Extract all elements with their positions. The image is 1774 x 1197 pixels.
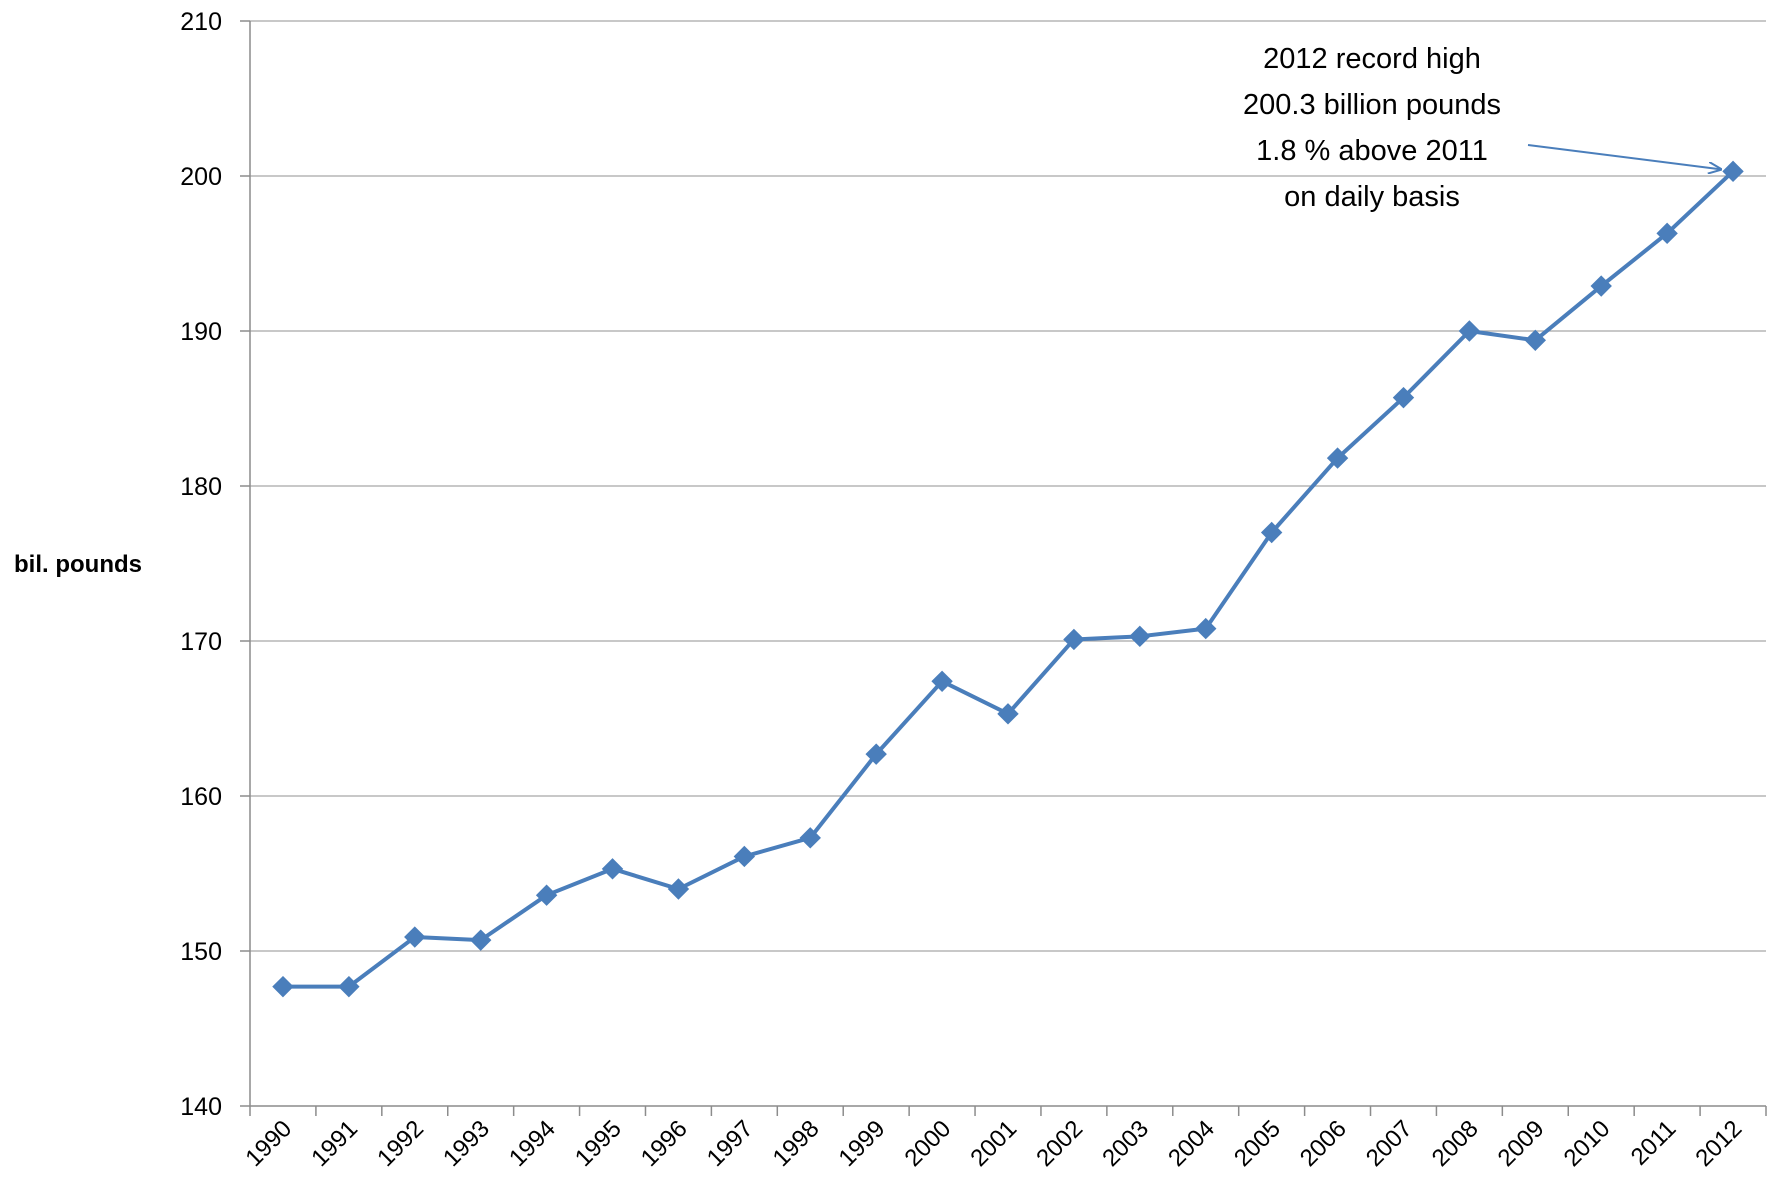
y-tick-label-210: 210 — [180, 8, 222, 36]
series-line-0 — [282, 169, 1735, 989]
x-tick-label-1991: 1991 — [306, 1115, 363, 1172]
x-tick-label-1999: 1999 — [834, 1115, 891, 1172]
axes: 140 150 160 170 180 190 200 210 1990 1991 1992 1993… — [180, 8, 1767, 1172]
data-point-1997 — [733, 845, 756, 868]
x-tick-label-1995: 1995 — [570, 1115, 627, 1172]
data-point-2000 — [931, 670, 953, 693]
y-tick-label-200: 200 — [180, 163, 222, 191]
data-point-2002 — [1063, 628, 1085, 651]
data-point-1995 — [601, 858, 624, 880]
x-tick-label-2012: 2012 — [1690, 1115, 1747, 1172]
annotation-line-3: 1.8 % above 2011 — [1256, 135, 1488, 167]
x-tick-label-2005: 2005 — [1229, 1115, 1286, 1172]
annotation-line-1: 2012 record high — [1263, 43, 1481, 75]
x-tick-label-2002: 2002 — [1031, 1115, 1088, 1172]
x-tick-label-2010: 2010 — [1559, 1115, 1616, 1172]
y-tick-label-140: 140 — [180, 1093, 222, 1121]
x-tick-label-2006: 2006 — [1295, 1115, 1352, 1172]
x-tick-label-2001: 2001 — [965, 1115, 1022, 1172]
x-tick-label-1997: 1997 — [702, 1115, 759, 1172]
data-point-2004 — [1195, 617, 1217, 640]
x-tick-label-1990: 1990 — [240, 1115, 297, 1172]
annotation-line-2: 200.3 billion pounds — [1243, 89, 1501, 121]
data-point-2009 — [1524, 329, 1547, 352]
x-tick-label-2009: 2009 — [1493, 1115, 1550, 1172]
y-tick-label-170: 170 — [180, 628, 222, 656]
gridlines — [250, 20, 1766, 952]
data-point-2010 — [1590, 275, 1612, 297]
y-tick-label-190: 190 — [180, 318, 222, 346]
data-point-1990 — [272, 975, 294, 998]
annotation: 2012 record high 200.3 billion pounds 1.8 … — [1243, 43, 1721, 213]
x-tick-label-2007: 2007 — [1361, 1115, 1418, 1172]
data-point-1999 — [865, 743, 887, 765]
x-tick-label-1993: 1993 — [438, 1115, 495, 1172]
data-point-2001 — [997, 703, 1019, 725]
data-point-1992 — [404, 926, 426, 948]
y-tick-label-160: 160 — [180, 783, 222, 811]
data-point-1993 — [469, 929, 492, 951]
data-point-2011 — [1656, 222, 1678, 245]
y-axis-title: bil. pounds — [14, 551, 142, 578]
data-point-2012 — [1722, 160, 1744, 183]
data-point-2008 — [1458, 320, 1481, 342]
data-point-2007 — [1392, 386, 1415, 409]
x-tick-label-2011: 2011 — [1626, 1115, 1682, 1171]
x-tick-label-1998: 1998 — [768, 1115, 825, 1172]
data-point-1991 — [338, 975, 360, 998]
x-tick-label-2008: 2008 — [1427, 1115, 1484, 1172]
data-point-1994 — [535, 884, 558, 906]
data-point-2006 — [1326, 447, 1349, 469]
x-tick-label-2003: 2003 — [1097, 1115, 1154, 1172]
data-point-2003 — [1129, 625, 1151, 648]
annotation-arrow — [1527, 144, 1721, 169]
x-tick-label-2000: 2000 — [899, 1115, 956, 1172]
x-tick-label-1992: 1992 — [372, 1115, 429, 1172]
data-point-1996 — [667, 878, 690, 900]
data-point-1998 — [799, 827, 821, 849]
x-tick-label-2004: 2004 — [1163, 1115, 1220, 1172]
y-tick-label-150: 150 — [180, 938, 222, 966]
x-tick-label-1996: 1996 — [636, 1115, 693, 1172]
x-tick-label-1994: 1994 — [504, 1115, 561, 1172]
data-point-2005 — [1260, 521, 1283, 544]
y-tick-label-180: 180 — [180, 473, 222, 501]
annotation-line-4: on daily basis — [1284, 181, 1460, 213]
series — [272, 160, 1744, 998]
